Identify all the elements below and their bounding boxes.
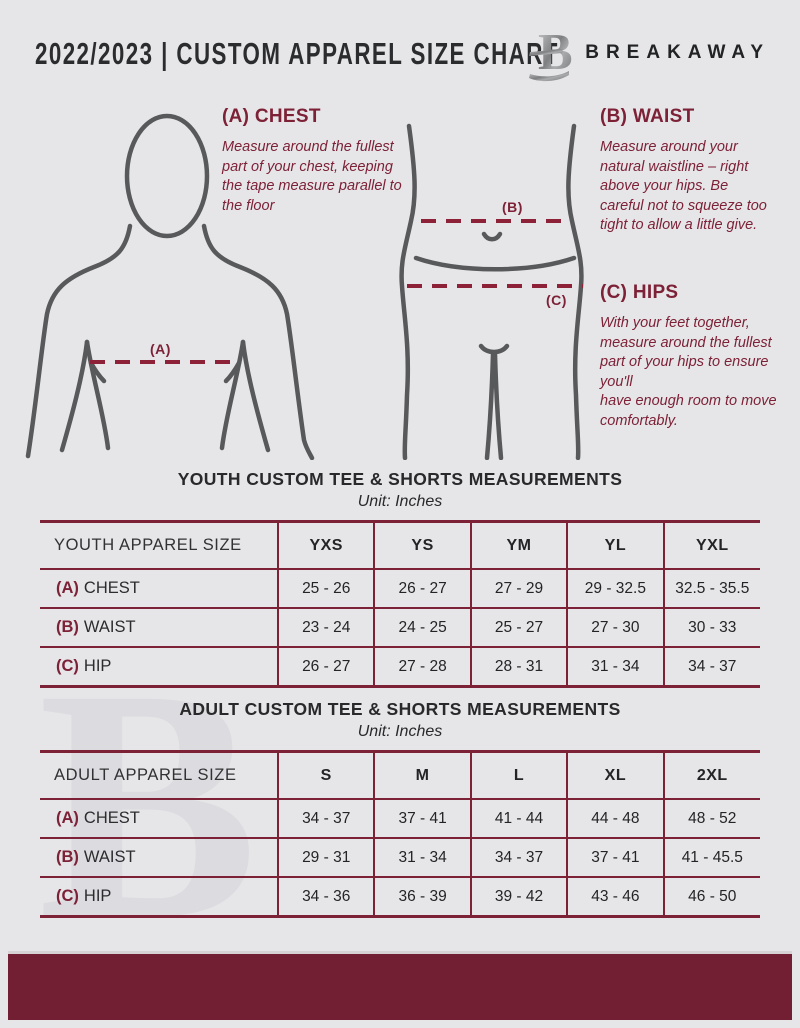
size-header: M — [373, 751, 471, 800]
row-label: (B) WAIST — [40, 608, 278, 648]
value-cell: 31 - 34 — [373, 838, 471, 878]
hips-instructions: With your feet together, measure around … — [600, 315, 777, 429]
value-cell: 25 - 26 — [276, 569, 375, 609]
youth-size-table: YOUTH APPAREL SIZE YXS YS YM YL YXL (A) C… — [40, 520, 760, 688]
value-cell: 34 - 37 — [276, 799, 375, 839]
size-header: YXS — [276, 521, 375, 570]
adult-title: ADULT CUSTOM TEE & SHORTS MEASUREMENTS — [179, 699, 621, 719]
hips-note: (C) HIPS With your feet together, measur… — [600, 282, 778, 431]
footer-bar — [8, 951, 792, 1020]
value-cell: 37 - 41 — [566, 838, 664, 878]
youth-unit: Unit: Inches — [357, 493, 443, 510]
header: 2022/2023 | CUSTOM APPAREL SIZE CHART B … — [0, 0, 800, 95]
value-cell: 46 - 50 — [662, 877, 760, 917]
measurement-guide: (A) (B) (C) (A) CHEST Measure around the… — [0, 0, 800, 470]
size-header: YS — [373, 521, 471, 570]
value-cell: 27 - 28 — [373, 647, 471, 687]
value-cell: 26 - 27 — [373, 569, 471, 609]
value-cell: 32.5 - 35.5 — [662, 569, 760, 609]
value-cell: 28 - 31 — [469, 647, 568, 687]
youth-size-column-label: YOUTH APPAREL SIZE — [40, 521, 278, 570]
row-prefix: (C) — [56, 887, 79, 905]
row-label: (C) HIP — [56, 887, 112, 905]
waist-marker-label: (B) — [502, 199, 523, 215]
size-header: S — [276, 751, 375, 800]
size-header: YXL — [662, 521, 760, 570]
value-cell: 27 - 30 — [566, 608, 664, 648]
value-cell: 34 - 37 — [469, 838, 568, 878]
brand-lockup: B BREAKAWAY — [527, 22, 770, 84]
size-header: YL — [566, 521, 664, 570]
value-cell: 34 - 36 — [276, 877, 375, 917]
value-cell: 26 - 27 — [276, 647, 375, 687]
value-cell: 43 - 46 — [566, 877, 664, 917]
row-label: (B) WAIST — [40, 838, 278, 878]
chest-note: (A) CHEST Measure around the fullest par… — [222, 106, 406, 216]
size-header: 2XL — [662, 751, 760, 800]
row-label: (C) HIP — [56, 657, 112, 675]
adult-section: ADULT CUSTOM TEE & SHORTS MEASUREMENTS U… — [40, 699, 760, 918]
row-label: (A) CHEST — [40, 799, 278, 839]
chest-heading: (A) CHEST — [222, 106, 321, 127]
waist-note: (B) WAIST Measure around your natural wa… — [600, 106, 774, 236]
adult-unit: Unit: Inches — [357, 723, 443, 740]
table-row: (B) WAIST 29 - 31 31 - 34 34 - 37 37 - 41… — [40, 838, 760, 878]
breakaway-logo-icon: B — [529, 24, 573, 82]
waist-heading: (B) WAIST — [600, 106, 695, 127]
upper-body-figure — [25, 113, 315, 460]
table-row: (C) HIP 26 - 27 27 - 28 28 - 31 31 - 34 3… — [40, 647, 760, 687]
table-row: (A) CHEST 25 - 26 26 - 27 27 - 29 29 - 32… — [40, 569, 760, 609]
table-row: (B) WAIST 23 - 24 24 - 25 25 - 27 27 - 30… — [40, 608, 760, 648]
value-cell: 31 - 34 — [566, 647, 664, 687]
value-cell: 30 - 33 — [662, 608, 760, 648]
size-header: XL — [566, 751, 664, 800]
row-label: (A) CHEST — [40, 569, 278, 609]
value-cell: 37 - 41 — [373, 799, 471, 839]
table-header-row: ADULT APPAREL SIZE S M L XL 2XL — [40, 751, 760, 800]
adult-size-table: ADULT APPAREL SIZE S M L XL 2XL (A) CHEST… — [40, 750, 760, 918]
table-header-row: YOUTH APPAREL SIZE YXS YS YM YL YXL — [40, 521, 760, 570]
value-cell: 36 - 39 — [373, 877, 471, 917]
row-prefix: (A) — [56, 809, 79, 827]
value-cell: 25 - 27 — [469, 608, 568, 648]
row-prefix: (B) — [56, 848, 79, 866]
size-header: L — [469, 751, 568, 800]
value-cell: 39 - 42 — [469, 877, 568, 917]
size-header: YM — [469, 521, 568, 570]
adult-size-column-label: ADULT APPAREL SIZE — [40, 751, 278, 800]
chest-marker-label: (A) — [150, 341, 171, 357]
chest-instructions: Measure around the fullest part of your … — [222, 139, 402, 214]
table-row: (A) CHEST 34 - 37 37 - 41 41 - 44 44 - 48… — [40, 799, 760, 839]
lower-body-figure — [399, 123, 584, 460]
table-row: (C) HIP 34 - 36 36 - 39 39 - 42 43 - 46 4… — [40, 877, 760, 917]
waist-instructions: Measure around your natural waistline – … — [600, 139, 767, 233]
brand-name: BREAKAWAY — [585, 42, 770, 63]
value-cell: 29 - 32.5 — [566, 569, 664, 609]
youth-title: YOUTH CUSTOM TEE & SHORTS MEASUREMENTS — [177, 469, 623, 489]
page-title: 2022/2023 | CUSTOM APPAREL SIZE CHART — [35, 36, 559, 71]
hips-marker-label: (C) — [546, 292, 567, 308]
value-cell: 41 - 44 — [469, 799, 568, 839]
value-cell: 29 - 31 — [276, 838, 375, 878]
row-prefix: (B) — [56, 618, 79, 636]
value-cell: 24 - 25 — [373, 608, 471, 648]
row-prefix: (A) — [56, 579, 79, 597]
row-prefix: (C) — [56, 657, 79, 675]
value-cell: 44 - 48 — [566, 799, 664, 839]
value-cell: 27 - 29 — [469, 569, 568, 609]
value-cell: 23 - 24 — [276, 608, 375, 648]
value-cell: 34 - 37 — [662, 647, 760, 687]
hips-heading: (C) HIPS — [600, 282, 679, 303]
value-cell: 48 - 52 — [662, 799, 760, 839]
youth-section: YOUTH CUSTOM TEE & SHORTS MEASUREMENTS U… — [40, 469, 760, 688]
value-cell: 41 - 45.5 — [662, 838, 760, 878]
